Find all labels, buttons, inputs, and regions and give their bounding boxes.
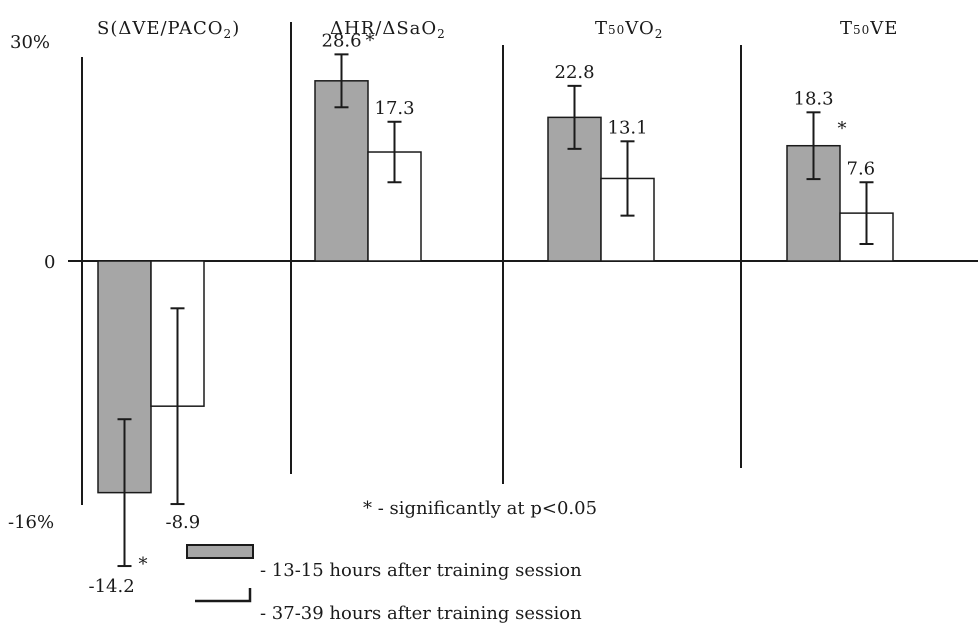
panel-title-part: S(ΔVE/PACO <box>97 18 224 39</box>
legend-swatch <box>195 588 252 603</box>
panel-title-part: VE <box>869 18 898 39</box>
significance-marker: * <box>838 118 847 139</box>
data-label: -8.9 <box>166 512 201 533</box>
panel-title: T50VE <box>840 18 898 39</box>
legend-swatch <box>186 544 254 559</box>
chart-legend: - 13-15 hours after training session - 37… <box>186 544 582 624</box>
significance-marker: * <box>139 554 148 575</box>
data-label: 28.6 <box>322 30 362 51</box>
panel-title-part: T <box>840 18 853 39</box>
significance-note: * - significantly at p<0.05 <box>363 498 597 519</box>
panel-title-part: 2 <box>655 27 664 41</box>
panel-title: T50VO2 <box>595 18 663 41</box>
data-label: 22.8 <box>555 62 595 83</box>
chart-labels: 30%0-16%S(ΔVE/PACO2)-14.2*-8.9ΔHR/ΔSaO22… <box>8 18 898 597</box>
panel-title-part: 50 <box>608 23 625 37</box>
panel-title-part: ) <box>232 18 240 39</box>
data-label: 17.3 <box>375 98 415 119</box>
panel-title-part: 2 <box>437 27 446 41</box>
chart-marks <box>97 53 894 568</box>
data-label: 7.6 <box>847 158 876 179</box>
panel-title-part: 2 <box>224 27 233 41</box>
data-label: 18.3 <box>794 88 834 109</box>
significance-marker: * <box>366 30 375 51</box>
panel-title: ΔHR/ΔSaO2 <box>330 18 446 41</box>
y-tick-label: 30% <box>10 32 50 53</box>
legend-label: - 13-15 hours after training session <box>260 560 582 581</box>
panel-title-part: ΔHR/ΔSaO <box>330 18 437 39</box>
panel-title-part: 50 <box>853 23 870 37</box>
bar-13-15h <box>786 144 841 262</box>
panel-title-part: VO <box>624 18 654 39</box>
y-tick-label: 0 <box>44 252 55 273</box>
panel-title-part: T <box>595 18 608 39</box>
y-tick-label: -16% <box>8 512 54 533</box>
data-label: -14.2 <box>89 576 135 597</box>
panel-title: S(ΔVE/PACO2) <box>97 18 240 41</box>
legend-label: - 37-39 hours after training session <box>260 603 582 624</box>
data-label: 13.1 <box>608 117 648 138</box>
